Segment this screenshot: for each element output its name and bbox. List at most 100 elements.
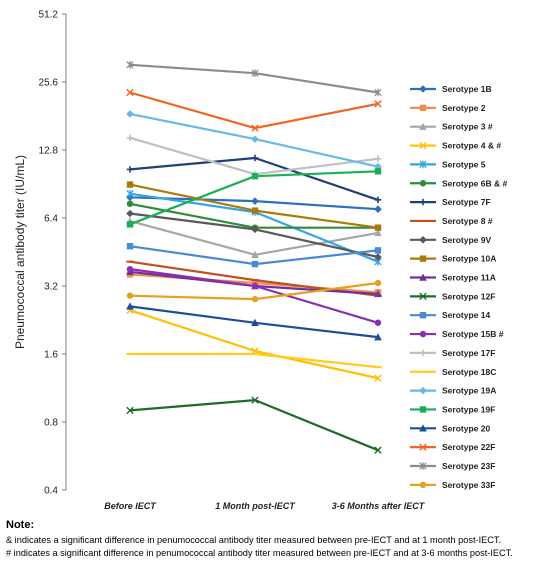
legend-entry-serotype-5: Serotype 5 (410, 159, 486, 169)
legend-label: Serotype 12F (442, 291, 495, 301)
legend-entry-serotype-17f: Serotype 17F (410, 348, 495, 358)
data-point (374, 162, 382, 171)
data-point (126, 260, 134, 263)
data-point (251, 197, 259, 205)
legend-swatch-marker (419, 255, 427, 262)
legend-label: Serotype 19A (442, 386, 496, 396)
legend-swatch-marker (419, 386, 427, 395)
data-point (374, 100, 382, 108)
data-point (126, 166, 134, 173)
x-tick-label: 1 Month post-IECT (215, 501, 296, 511)
legend-label: Serotype 20 (442, 423, 490, 433)
y-tick-label: 25.6 (39, 78, 59, 89)
legend-swatch-marker (419, 330, 427, 338)
legend-swatch-marker (419, 160, 427, 169)
data-point (126, 265, 134, 273)
legend-swatch-marker (419, 424, 427, 432)
legend-label: Serotype 15B # (442, 329, 504, 339)
legend-swatch-marker (419, 443, 427, 451)
note-title: Note: (6, 519, 35, 531)
series-serotype-12f (126, 396, 382, 454)
legend-entry-serotype-12f: Serotype 12F (410, 291, 495, 301)
y-tick-label: 0.8 (44, 418, 58, 429)
data-point (374, 168, 382, 175)
series-serotype-19a (126, 110, 382, 171)
data-point (374, 319, 382, 326)
series-layer (126, 61, 382, 454)
data-point (126, 221, 134, 228)
legend-swatch-marker (419, 292, 427, 301)
data-point (251, 172, 259, 180)
legend-label: Serotype 14 (442, 310, 490, 320)
legend-label: Serotype 4 & # (442, 141, 501, 151)
legend-entry-serotype-8: Serotype 8 # (410, 216, 493, 226)
data-point (251, 279, 259, 282)
data-point (374, 196, 382, 204)
series-serotype-10a (126, 181, 382, 231)
x-tick-label: 3-6 Months after IECT (332, 501, 426, 511)
legend-swatch-marker (419, 85, 427, 93)
x-tick-label: Before IECT (104, 501, 157, 511)
series-line (129, 399, 379, 452)
data-point (251, 225, 259, 234)
y-tick-label: 51.2 (39, 10, 59, 21)
series-serotype-4 (126, 306, 382, 382)
legend-swatch-marker (419, 406, 427, 413)
data-point (374, 247, 382, 254)
series-line (129, 63, 379, 94)
legend-entry-serotype-1b: Serotype 1B (410, 84, 492, 94)
legend-entry-serotype-23f: Serotype 23F (410, 461, 495, 471)
antibody-titer-line-chart: 0.4 0.8 1.6 3.2 6.4 12.8 25.6 51.2 Before IECT 1 … (13, 10, 507, 512)
data-point (374, 88, 382, 97)
legend-entry-serotype-15b: Serotype 15B # (410, 329, 504, 339)
data-point (374, 289, 382, 298)
legend-label: Serotype 10A (442, 254, 496, 264)
data-point (251, 135, 259, 143)
legend-label: Serotype 2 (442, 103, 486, 113)
data-point (126, 189, 134, 198)
y-tick-label: 0.4 (44, 486, 58, 497)
legend-swatch-marker (419, 104, 427, 112)
legend-entry-serotype-14: Serotype 14 (410, 310, 490, 320)
data-point (251, 154, 259, 162)
data-point (251, 124, 259, 132)
legend-label: Serotype 1B (442, 84, 492, 94)
series-line (129, 136, 379, 176)
legend-label: Serotype 11A (442, 273, 496, 283)
y-tick-label: 6.4 (44, 214, 58, 225)
data-point (126, 110, 134, 118)
data-point (374, 333, 382, 341)
legend-entry-serotype-22f: Serotype 22F (410, 442, 495, 452)
data-point (374, 366, 382, 369)
legend-entry-serotype-6b: Serotype 6B & # (410, 178, 507, 188)
legend-label: Serotype 22F (442, 442, 495, 452)
legend-entry-serotype-2: Serotype 2 (410, 103, 486, 113)
legend-swatch-marker (419, 481, 427, 489)
series-serotype-9v (126, 209, 382, 261)
series-serotype-15b (126, 265, 382, 326)
legend-swatch-marker (419, 219, 427, 222)
chart-axes: 0.4 0.8 1.6 3.2 6.4 12.8 25.6 51.2 Before IECT 1 … (13, 10, 426, 512)
data-point (374, 253, 382, 261)
legend-label: Serotype 6B & # (442, 178, 507, 188)
legend-label: Serotype 33F (442, 480, 495, 490)
series-serotype-6b (126, 200, 382, 231)
legend: Serotype 1B Serotype 2 Serotype 3 # Serotyp… (410, 84, 507, 490)
legend-swatch-marker (419, 370, 427, 373)
data-point (374, 279, 382, 287)
y-axis-title: Pneumococcal antibody titer (IU/mL) (13, 155, 27, 349)
data-point (126, 61, 134, 69)
legend-swatch-marker (419, 312, 427, 319)
data-point (374, 228, 382, 237)
legend-swatch-marker (419, 273, 427, 281)
legend-entry-serotype-11a: Serotype 11A (410, 273, 496, 283)
series-serotype-22f (126, 88, 382, 132)
data-point (126, 134, 134, 141)
data-point (374, 374, 382, 382)
legend-swatch-marker (419, 236, 427, 244)
legend-entry-serotype-9v: Serotype 9V (410, 235, 491, 245)
data-point (374, 155, 382, 163)
series-serotype-18c (126, 352, 382, 369)
legend-label: Serotype 8 # (442, 216, 493, 226)
legend-entry-serotype-18c: Serotype 18C (410, 367, 496, 377)
